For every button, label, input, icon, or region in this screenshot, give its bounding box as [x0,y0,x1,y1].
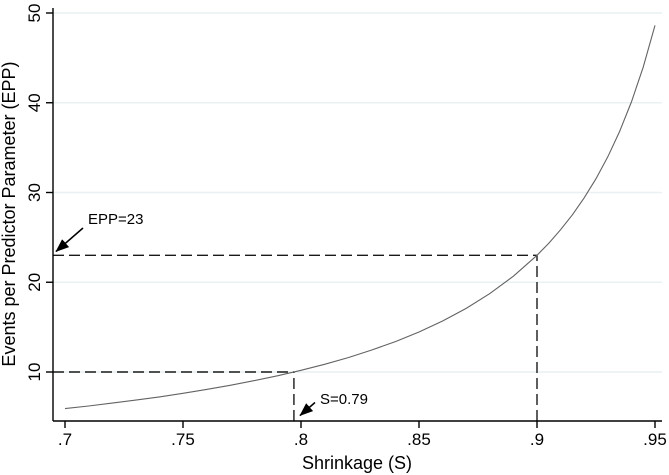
x-tick-label-.8: .8 [294,430,308,449]
x-tick-label-.85: .85 [407,430,431,449]
annotation-s-079-arrow [299,401,316,417]
axes [46,8,662,428]
y-tick-label-40: 40 [25,93,44,112]
y-axis-title: Events per Predictor Parameter (EPP) [0,61,19,366]
gridlines [53,12,662,373]
annotation-epp-23-label: EPP=23 [88,211,143,228]
y-tick-label-30: 30 [25,183,44,202]
y-axis-tick-labels: 10 20 30 40 50 [25,4,44,382]
y-tick-label-20: 20 [25,273,44,292]
x-tick-label-.75: .75 [171,430,195,449]
dashed-reference-lines [53,254,538,421]
x-axis-tick-labels: .7 .75 .8 .85 .9 .95 [58,430,667,449]
y-tick-label-50: 50 [25,4,44,23]
x-tick-label-.9: .9 [530,430,544,449]
annotation-s-079: S=0.79 [299,391,368,417]
annotation-s-079-label: S=0.79 [320,391,368,408]
annotation-epp-23-arrow [55,227,84,253]
x-tick-label-.95: .95 [643,430,667,449]
x-axis-title: Shrinkage (S) [302,453,412,473]
y-tick-label-10: 10 [25,363,44,382]
epp-curve [64,25,656,410]
annotation-epp-23: EPP=23 [55,211,143,253]
x-tick-label-.7: .7 [58,430,72,449]
